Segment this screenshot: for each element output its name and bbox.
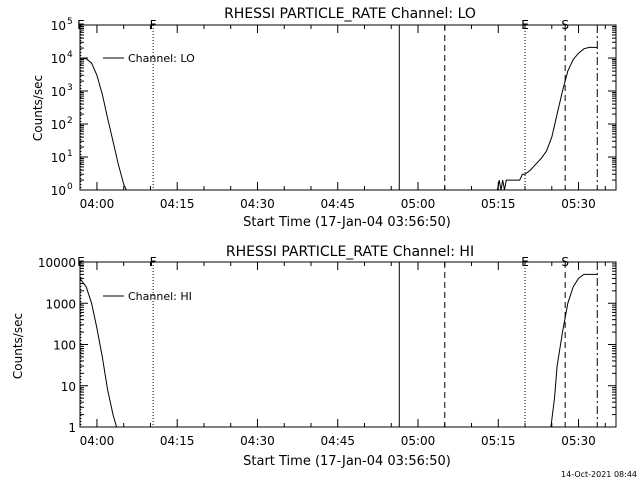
series-line	[496, 46, 598, 191]
marker-label: S	[561, 255, 569, 269]
y-tick-exponent: 1	[67, 149, 73, 159]
marker-label: E	[521, 18, 529, 32]
y-tick-exponent: 3	[67, 83, 73, 93]
x-axis-label: Start Time (17-Jan-04 03:56:50)	[243, 215, 451, 230]
x-tick-label: 05:30	[561, 197, 596, 211]
chart-panel-lo: RHESSI PARTICLE_RATE Channel: LO Counts/…	[31, 6, 617, 230]
y-tick-exponent: 5	[67, 17, 73, 27]
y-axis-label: Counts/sec	[11, 313, 25, 379]
series-line	[550, 273, 598, 428]
x-tick-label: 05:15	[481, 197, 516, 211]
y-tick-exponent: 2	[67, 116, 73, 126]
marker-label: E	[521, 255, 529, 269]
x-tick-label: 04:45	[320, 197, 355, 211]
series-line	[79, 57, 127, 191]
y-tick-label: 10	[51, 19, 66, 33]
y-tick-label: 1	[68, 421, 76, 435]
x-tick-label: 04:15	[160, 197, 195, 211]
y-tick-label: 10	[61, 380, 76, 394]
legend-label: Channel: HI	[128, 290, 192, 303]
x-tick-label: 05:15	[481, 434, 516, 448]
y-tick-label: 1000	[45, 297, 76, 311]
y-tick-label: 10000	[38, 256, 76, 270]
series-line	[79, 278, 118, 428]
marker-label: S	[561, 18, 569, 32]
x-tick-label: 05:00	[401, 434, 436, 448]
legend-label: Channel: LO	[128, 52, 195, 65]
y-tick-label: 10	[51, 184, 66, 198]
x-axis-label: Start Time (17-Jan-04 03:56:50)	[243, 454, 451, 469]
x-tick-label: 05:00	[401, 197, 436, 211]
y-tick-label: 10	[51, 52, 66, 66]
x-tick-label: 04:45	[320, 434, 355, 448]
y-tick-label: 100	[53, 339, 76, 353]
x-tick-label: 04:15	[160, 434, 195, 448]
timestamp-label: 14-Oct-2021 08:44	[561, 470, 637, 479]
x-tick-label: 04:00	[80, 197, 115, 211]
legend: Channel: LO	[103, 52, 195, 65]
y-axis-label: Counts/sec	[31, 75, 45, 141]
y-tick-label: 10	[51, 151, 66, 165]
marker-label: E	[77, 255, 85, 269]
chart-title: RHESSI PARTICLE_RATE Channel: HI	[226, 244, 474, 260]
y-tick-label: 10	[51, 85, 66, 99]
x-tick-label: 05:30	[561, 434, 596, 448]
x-tick-label: 04:30	[240, 434, 275, 448]
x-tick-label: 04:00	[80, 434, 115, 448]
plot-frame	[79, 261, 617, 428]
marker-label: F	[150, 255, 157, 269]
legend: Channel: HI	[103, 290, 192, 303]
chart-panel-hi: RHESSI PARTICLE_RATE Channel: HI Counts/…	[11, 244, 617, 469]
y-tick-exponent: 4	[67, 50, 73, 60]
marker-label: E	[77, 18, 85, 32]
y-tick-label: 10	[51, 118, 66, 132]
plot-frame	[79, 24, 617, 191]
marker-label: F	[150, 18, 157, 32]
x-tick-label: 04:30	[240, 197, 275, 211]
y-tick-exponent: 0	[67, 182, 73, 192]
chart-title: RHESSI PARTICLE_RATE Channel: LO	[224, 6, 476, 22]
